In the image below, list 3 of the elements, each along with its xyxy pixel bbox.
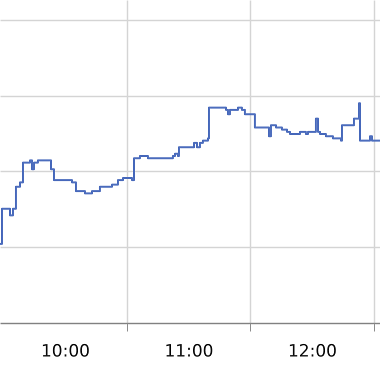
x-tick-label: 11:00 — [164, 342, 214, 362]
x-tick-label: 10:00 — [40, 342, 90, 362]
x-tick-label: 12:00 — [288, 342, 337, 362]
